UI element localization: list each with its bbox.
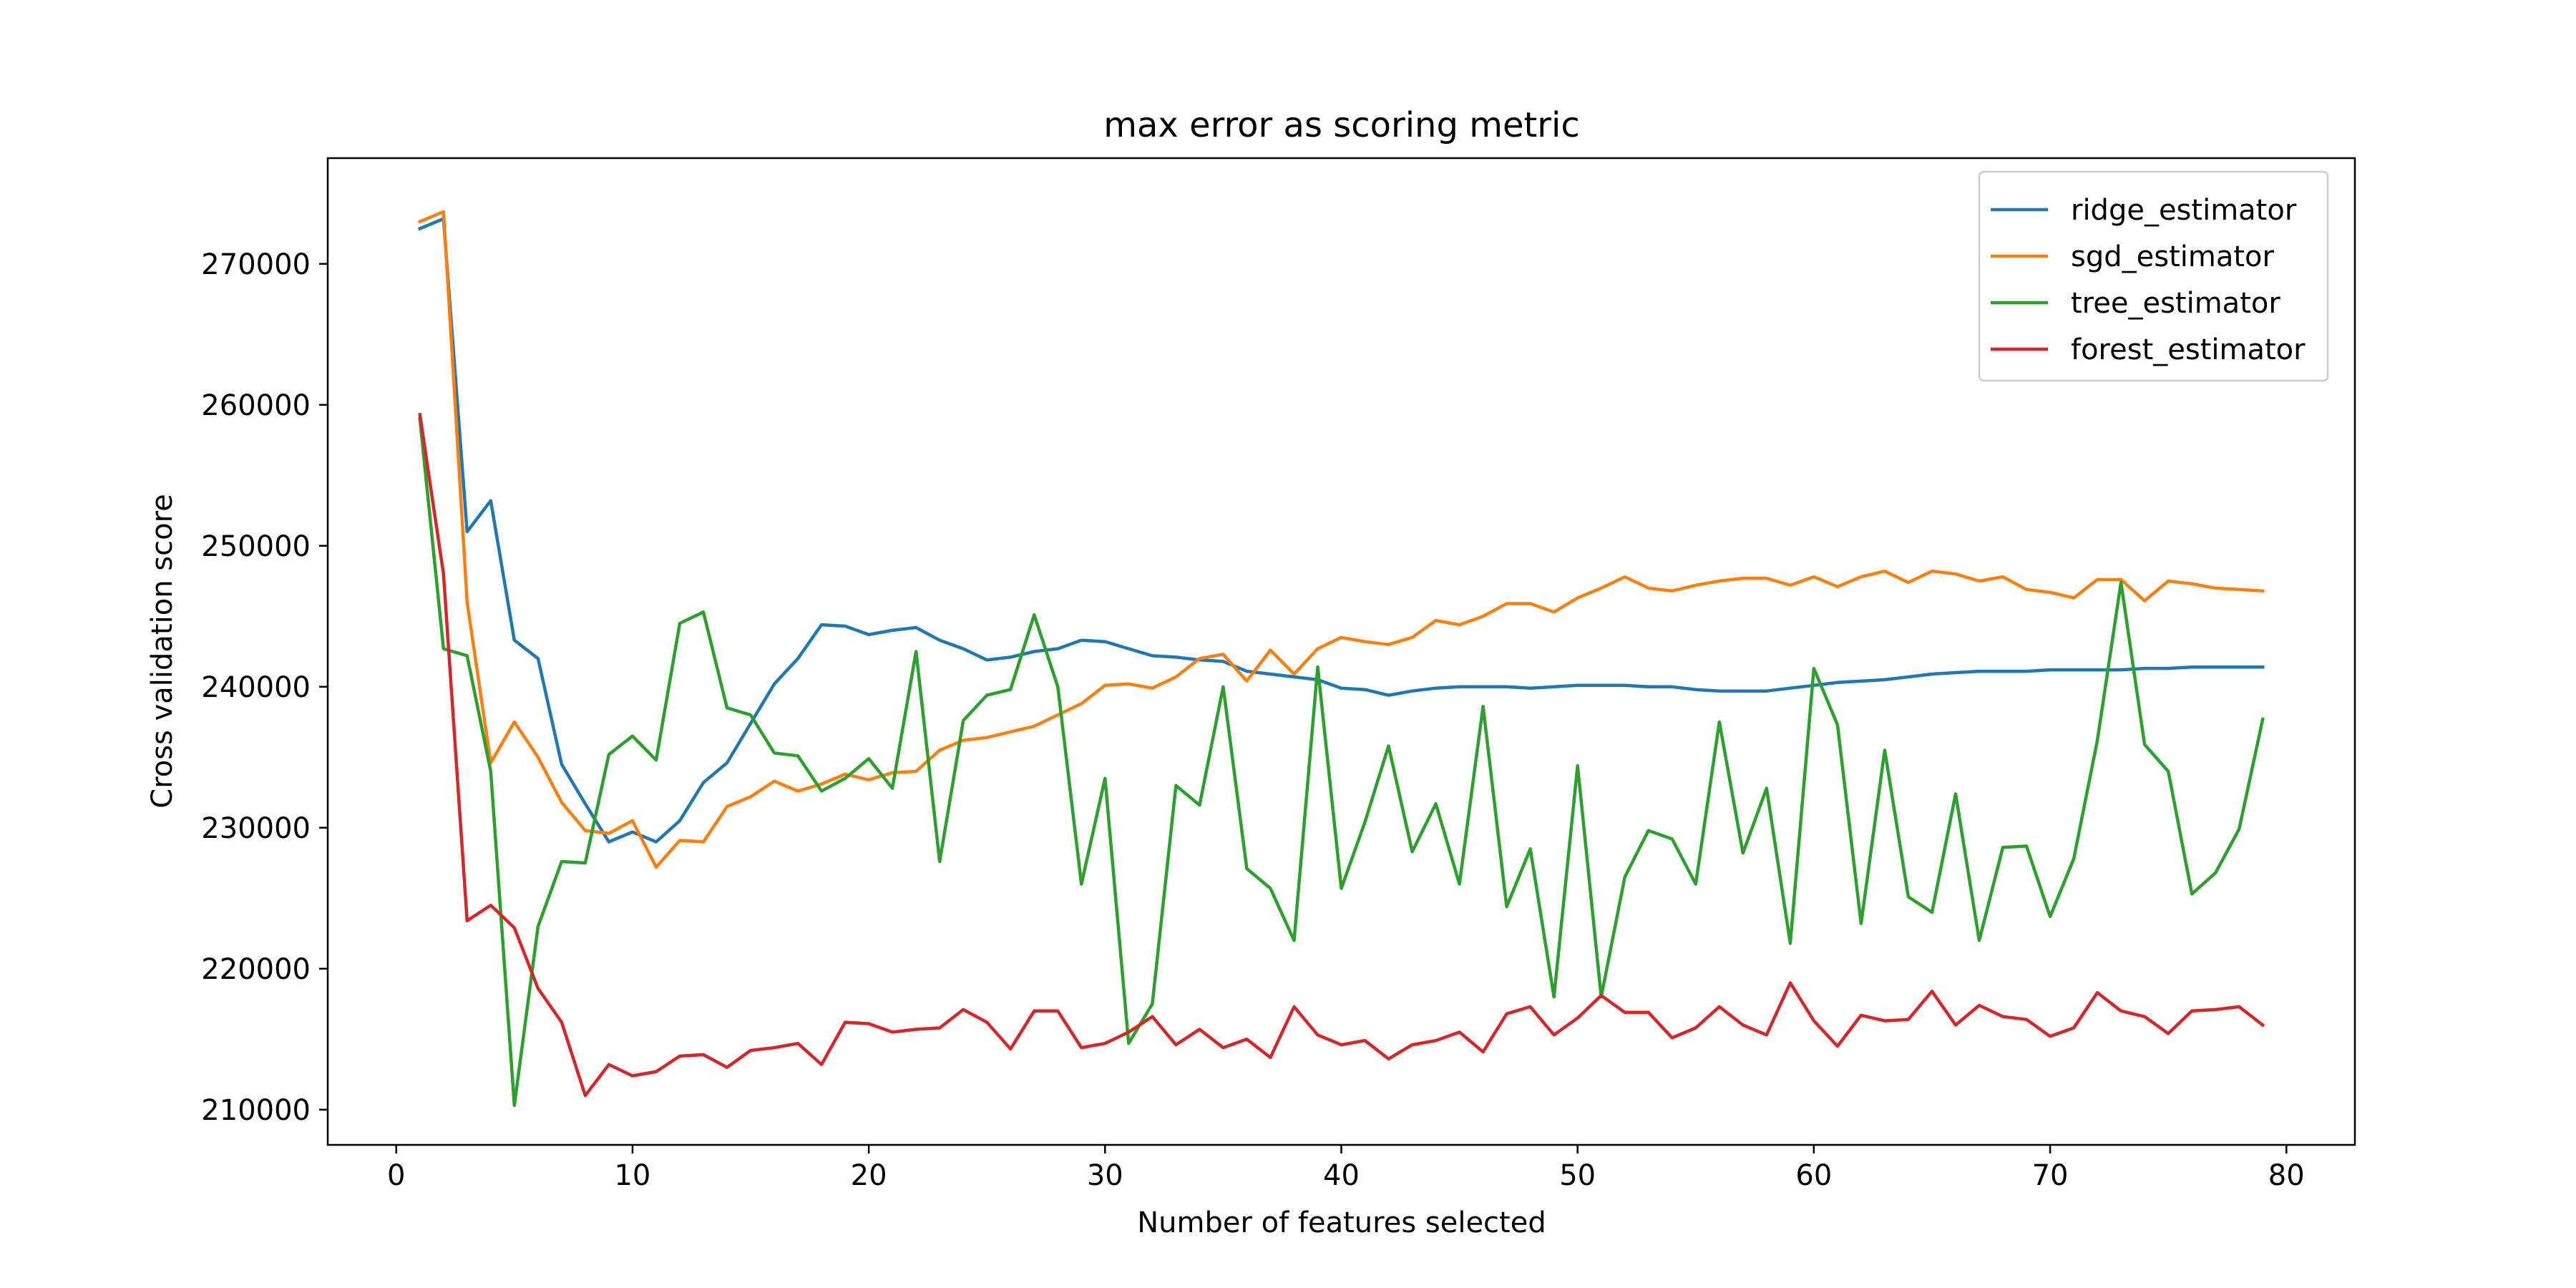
y-axis-label: Cross validation score <box>146 494 179 809</box>
x-tick-label: 20 <box>851 1159 887 1192</box>
legend-label: sgd_estimator <box>2071 240 2275 273</box>
series-line-tree-estimator <box>418 416 2265 1108</box>
y-tick-label: 210000 <box>201 1094 311 1127</box>
series-line-ridge-estimator <box>417 217 2265 844</box>
x-tick-label: 30 <box>1087 1159 1123 1192</box>
x-tick-label: 70 <box>2032 1159 2069 1192</box>
x-tick-label: 60 <box>1795 1159 1832 1192</box>
x-axis-label: Number of features selected <box>1137 1206 1546 1239</box>
x-tick-label: 50 <box>1559 1159 1596 1192</box>
y-tick-label: 250000 <box>201 530 311 563</box>
y-tick-label: 260000 <box>201 389 311 422</box>
y-axis: 210000 220000 230000 240000 250000 260000 2700… <box>201 248 328 1127</box>
x-axis: 0 10 20 30 40 50 60 70 80 <box>387 1145 2305 1192</box>
series-layer <box>417 210 2265 1108</box>
y-tick-label: 270000 <box>201 248 311 281</box>
x-tick-label: 80 <box>2268 1159 2305 1192</box>
x-tick-label: 40 <box>1323 1159 1360 1192</box>
series-line-sgd-estimator <box>417 210 2265 869</box>
legend-box <box>1978 170 2329 382</box>
legend-label: ridge_estimator <box>2071 194 2297 227</box>
legend-label: tree_estimator <box>2071 287 2280 320</box>
series-line-forest-estimator <box>418 412 2265 1098</box>
x-tick-label: 0 <box>387 1159 405 1192</box>
legend-label: forest_estimator <box>2071 333 2306 366</box>
legend: ridge_estimator sgd_estimator tree_estimat… <box>1978 170 2329 382</box>
chart-title: max error as scoring metric <box>1103 105 1580 145</box>
y-tick-label: 240000 <box>201 671 311 704</box>
y-tick-label: 230000 <box>201 812 311 845</box>
x-tick-label: 10 <box>614 1159 650 1192</box>
y-tick-label: 220000 <box>201 953 311 986</box>
